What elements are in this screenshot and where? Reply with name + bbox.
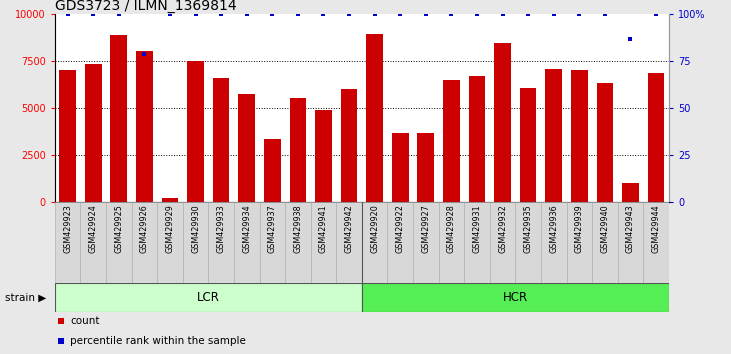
Text: GSM429929: GSM429929 [165,204,175,253]
Text: GSM429933: GSM429933 [216,204,226,253]
Bar [336,202,362,283]
Bar [417,133,434,202]
Text: percentile rank within the sample: percentile rank within the sample [70,336,246,346]
Bar [55,283,362,312]
Bar [490,202,515,283]
Bar [110,35,127,202]
Bar [596,82,613,202]
Bar [520,88,537,202]
Bar [567,202,592,283]
Bar [260,202,285,283]
Bar [545,69,562,202]
Bar [571,69,588,202]
Bar [183,202,208,283]
Text: GSM429943: GSM429943 [626,204,635,253]
Text: GSM429940: GSM429940 [600,204,610,253]
Text: GSM429926: GSM429926 [140,204,149,253]
Bar [234,202,260,283]
Bar [439,202,464,283]
Text: GSM429936: GSM429936 [549,204,558,253]
Bar [494,43,511,202]
Bar [469,76,485,202]
Bar [618,202,643,283]
Bar [315,110,332,202]
Bar [643,202,669,283]
Text: GSM429937: GSM429937 [268,204,277,253]
Bar [366,34,383,202]
Bar [443,80,460,202]
Text: GSM429932: GSM429932 [498,204,507,253]
Text: GSM429934: GSM429934 [242,204,251,253]
Text: GSM429920: GSM429920 [370,204,379,253]
Bar [341,89,357,202]
Bar [59,70,76,202]
Bar [285,202,311,283]
Bar [264,139,281,202]
Text: GSM429931: GSM429931 [472,204,482,253]
Bar [289,98,306,202]
Text: GSM429927: GSM429927 [421,204,431,253]
Text: GSM429939: GSM429939 [575,204,584,253]
Text: GSM429924: GSM429924 [88,204,98,253]
Text: GSM429942: GSM429942 [344,204,354,253]
Bar [648,73,664,202]
Text: GSM429930: GSM429930 [191,204,200,253]
Text: LCR: LCR [197,291,220,304]
Bar [80,202,106,283]
Text: GSM429941: GSM429941 [319,204,328,253]
Bar [311,202,336,283]
Bar [157,202,183,283]
Text: strain ▶: strain ▶ [5,292,47,302]
Bar [162,198,178,202]
Bar [392,133,409,202]
Text: GSM429928: GSM429928 [447,204,456,253]
Bar [85,64,102,202]
Bar [622,183,639,202]
Bar [413,202,439,283]
Bar [541,202,567,283]
Text: GSM429922: GSM429922 [395,204,405,253]
Text: HCR: HCR [503,291,528,304]
Bar [362,283,669,312]
Bar [592,202,618,283]
Bar [106,202,132,283]
Bar [362,202,387,283]
Bar [208,202,234,283]
Text: GSM429925: GSM429925 [114,204,124,253]
Bar [213,78,230,202]
Bar [132,202,157,283]
Bar [515,202,541,283]
Bar [387,202,413,283]
Text: GSM429935: GSM429935 [523,204,533,253]
Bar [238,94,255,202]
Bar [55,202,80,283]
Text: GSM429938: GSM429938 [293,204,303,253]
Text: count: count [70,316,99,326]
Bar [464,202,490,283]
Bar [187,61,204,202]
Text: GSM429944: GSM429944 [651,204,661,253]
Text: GSM429923: GSM429923 [63,204,72,253]
Bar [136,51,153,202]
Text: GDS3723 / ILMN_1369814: GDS3723 / ILMN_1369814 [55,0,236,13]
